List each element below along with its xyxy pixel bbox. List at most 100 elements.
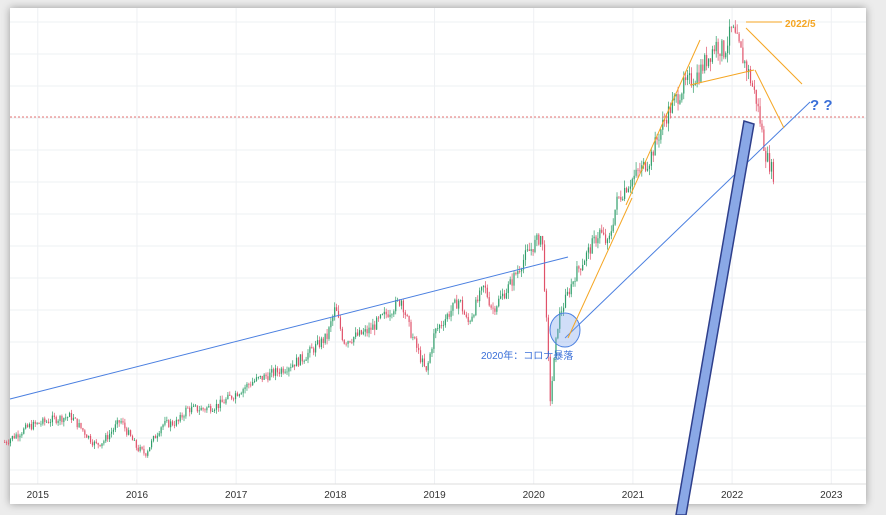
candle-body [89,435,92,443]
candle-body [343,340,345,344]
candle-body [759,106,761,124]
question-label: ? ? [810,97,833,114]
candle-body [694,83,696,86]
x-tick-label: 2017 [225,490,248,501]
candle-body [78,423,80,428]
candle-body [515,272,517,275]
candle-body [465,314,467,318]
candle-body [439,324,441,329]
corona-crash-circle [549,312,581,348]
candle-body [255,377,258,381]
candle-body [261,375,263,380]
candle-body [706,55,708,67]
candle-body [561,311,563,313]
candle-body [385,311,387,315]
candle-body [143,448,145,454]
candle-body [326,333,328,339]
candle-body [679,100,681,104]
candle-body [80,423,82,429]
candle-body [67,417,69,418]
candle-body [88,435,90,438]
candle-body [364,329,366,332]
candle-body [528,249,530,251]
candle-body [418,347,420,351]
candle-body [7,443,10,444]
candle-body [231,395,233,399]
candle-body [202,407,204,410]
candle-body [276,368,279,373]
orange-line-channel [689,69,755,86]
candle-body [723,40,725,58]
candle-body [284,371,286,373]
candle-body [580,268,582,271]
candle-body [185,407,187,417]
candle-body [345,343,347,345]
candle-body [68,412,71,418]
candle-body [377,317,380,319]
candle-body [398,299,401,306]
candle-body [473,315,475,317]
candle-body [341,328,343,341]
candle-body [246,383,248,388]
candle-body [736,32,738,34]
candle-body [126,428,128,435]
candle-body [271,369,273,373]
candle-body [257,377,260,378]
candle-body [109,433,111,440]
candle-body [82,428,84,431]
orange-line-top [745,27,803,85]
candle-body [46,421,48,423]
candle-body [686,75,689,81]
candle-body [110,431,113,434]
candle-body [59,416,61,421]
x-tick-label: 2015 [27,490,50,501]
candle-body [574,281,576,282]
candle-body [671,100,673,113]
candle-body [482,285,485,288]
x-tick-label: 2020 [523,490,546,501]
candle-body [425,366,427,371]
candle-body [179,414,181,422]
candle-body [336,307,338,311]
candle-body [210,406,212,412]
candle-body [692,85,694,86]
candle-body [645,161,647,171]
candle-body [622,198,624,200]
candle-body [576,266,578,282]
candle-body [553,357,555,381]
candle-body [757,103,759,107]
candle-body [290,367,292,369]
candle-body [273,369,275,376]
candle-body [652,151,654,156]
candle-body [240,393,242,395]
candle-body [105,435,107,442]
x-axis: 2015 2016 2017 2018 2019 2020 2021 2022 2023 [10,483,866,501]
candle-body [543,244,546,291]
candle-body [437,328,439,330]
x-tick-label: 2023 [820,490,843,501]
candle-body [479,290,481,302]
candle-body [648,165,651,169]
candle-body [475,299,477,316]
candle-body [358,330,361,336]
candle-body [72,417,74,420]
candle-body [522,259,525,270]
candle-body [42,418,44,424]
candle-body [309,347,311,353]
candle-body [442,325,445,327]
candle-body [318,340,321,348]
candle-body [620,196,622,200]
candle-body [717,41,719,54]
candle-body [597,238,599,244]
candle-body [412,337,414,338]
candle-body [400,300,403,306]
candle-body [456,299,458,309]
candle-body [618,196,620,198]
candle-body [664,119,666,121]
candle-body [732,26,734,28]
candle-body [566,291,569,295]
candle-body [624,187,626,199]
candle-body [381,314,383,315]
candle-body [26,424,29,428]
candle-body [370,327,372,330]
